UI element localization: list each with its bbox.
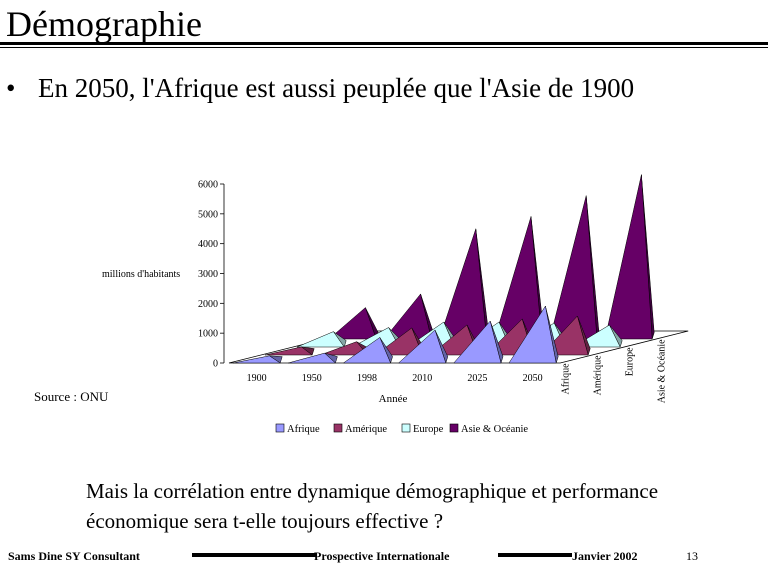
pyramid-afrique-1950 (288, 352, 338, 364)
pyramid-europe-1900 (296, 331, 347, 348)
y-axis-label: millions d'habitants (102, 269, 180, 280)
y-tick-label: 4000 (198, 239, 218, 250)
x-axis-label: Année (379, 393, 408, 405)
footer: Sams Dine SY Consultant Prospective Inte… (0, 549, 768, 569)
pyramid-afrique-1998 (342, 337, 393, 364)
pyramid-front-face (453, 320, 502, 364)
legend-swatch (449, 423, 459, 433)
pyramid-afrique-1900 (232, 355, 283, 364)
depth-axis-label: Afrique (561, 363, 572, 395)
pyramid-front-face (549, 195, 598, 340)
pyramid-asie-oc-anie-1998 (439, 228, 489, 340)
pyramid-asie-oc-anie-1900 (328, 307, 379, 340)
pyramid-front-face (320, 341, 368, 356)
pyramid-front-face (288, 352, 337, 364)
y-tick-label: 6000 (198, 180, 218, 191)
legend-swatch (275, 423, 285, 433)
y-tick-label: 5000 (198, 209, 218, 220)
y-tick-label: 0 (213, 359, 218, 370)
pyramid-front-face (264, 346, 313, 356)
x-tick-label: 2025 (467, 373, 487, 384)
slide-title: Démographie (6, 4, 202, 44)
legend-swatch (401, 423, 411, 433)
pyramid-afrique-2050 (508, 305, 559, 364)
depth-axis-label: Amérique (593, 355, 604, 396)
y-tick-label: 2000 (198, 299, 218, 310)
bullet-symbol: • (6, 73, 16, 103)
footer-page: 13 (686, 549, 698, 563)
pyramid-front-face (604, 174, 653, 340)
pyramid-afrique-2025 (453, 320, 504, 364)
x-tick-label: 2050 (523, 373, 543, 384)
x-tick-label: 1998 (357, 373, 377, 384)
legend-label: Afrique (287, 424, 320, 435)
footer-rule-right (498, 553, 572, 557)
pyramid-asie-oc-anie-2010 (494, 216, 545, 340)
y-tick-label: 3000 (198, 269, 218, 280)
bullet-text: En 2050, l'Afrique est aussi peuplée que… (38, 73, 635, 103)
pyramid-front-face (508, 305, 557, 364)
closing-question: Mais la corrélation entre dynamique démo… (86, 479, 659, 533)
pyramid-front-face (328, 307, 377, 340)
x-tick-label: 1950 (302, 373, 322, 384)
pyramid-front-face (232, 355, 282, 364)
legend-label: Asie & Océanie (461, 424, 528, 435)
footer-date: Janvier 2002 (572, 549, 638, 563)
pyramid-asie-oc-anie-2050 (604, 174, 655, 340)
legend-swatch (333, 423, 343, 433)
title-rule-thin (0, 47, 768, 48)
pyramid-am-rique-1900 (264, 346, 315, 356)
pyramid-front-face (439, 228, 487, 340)
pyramid-front-face (342, 337, 391, 364)
bullet-row: • En 2050, l'Afrique est aussi peuplée qu… (6, 72, 634, 104)
title-rule (0, 42, 768, 45)
depth-axis-label: Europe (625, 347, 636, 376)
pyramid-chart: 0 1000 2000 3000 4000 5000 6000 millions d'habi… (102, 174, 689, 435)
source-note: Source : ONU (34, 389, 109, 404)
pyramid-front-face (494, 216, 543, 340)
x-tick-label: 1900 (247, 373, 267, 384)
footer-center: Prospective Internationale (314, 549, 450, 563)
pyramid-front-face (397, 329, 447, 364)
footer-rule-left (192, 553, 316, 557)
pyramid-front-face (296, 331, 345, 348)
depth-axis-label: Asie & Océanie (657, 339, 668, 403)
footer-author: Sams Dine SY Consultant (8, 549, 140, 563)
pyramid-afrique-2010 (397, 329, 449, 364)
legend-label: Europe (413, 424, 444, 435)
pyramid-asie-oc-anie-2025 (549, 195, 600, 340)
legend-label: Amérique (345, 424, 387, 435)
x-tick-label: 2010 (412, 373, 432, 384)
y-tick-label: 1000 (198, 329, 218, 340)
